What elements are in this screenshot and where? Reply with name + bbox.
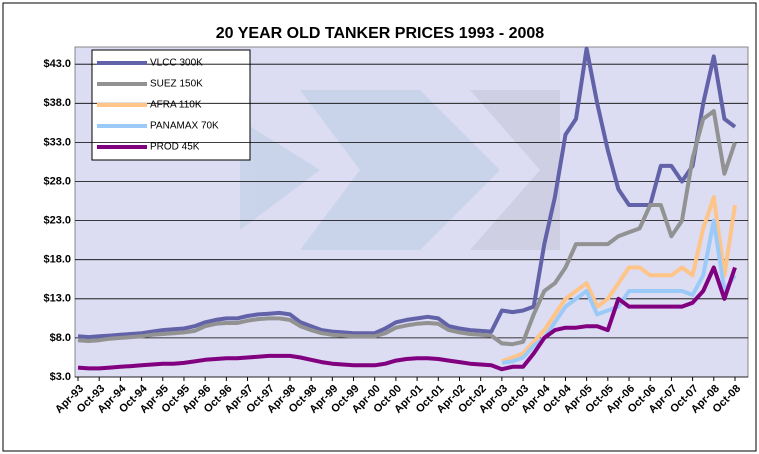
y-tick-label: $13.0 (43, 293, 71, 305)
legend-label: AFRA 110K (150, 100, 202, 111)
y-tick-label: $3.0 (50, 371, 71, 383)
series-line (77, 265, 737, 372)
y-tick-label: $43.0 (43, 58, 71, 70)
y-tick-label: $28.0 (43, 175, 71, 187)
y-tick-label: $38.0 (43, 97, 71, 109)
series-line (77, 46, 737, 340)
y-tick-label: $8.0 (50, 332, 71, 344)
y-tick-label: $23.0 (43, 215, 71, 227)
y-tick-label: $18.0 (43, 254, 71, 266)
watermark (240, 90, 560, 250)
legend-label: PROD 45K (150, 142, 200, 153)
legend-label: PANAMAX 70K (150, 121, 219, 132)
y-tick-label: $33.0 (43, 136, 71, 148)
series-line (501, 195, 737, 364)
legend-label: VLCC 300K (150, 58, 203, 69)
series-line (77, 109, 737, 347)
legend-label: SUEZ 150K (150, 79, 203, 90)
chart-title: 20 YEAR OLD TANKER PRICES 1993 - 2008 (216, 25, 545, 42)
